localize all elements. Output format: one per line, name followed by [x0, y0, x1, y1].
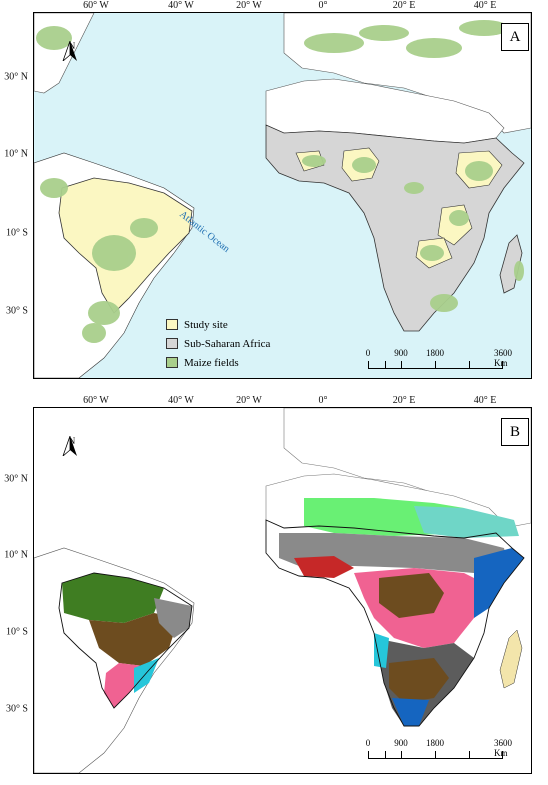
- scale-label: 0: [365, 348, 371, 358]
- map-b-svg: [34, 408, 531, 773]
- lat-tick-b: 10° S: [5, 626, 28, 638]
- north-label: N: [68, 41, 76, 51]
- scale-label: 0: [365, 738, 371, 748]
- north-arrow-icon: [62, 436, 77, 456]
- scale-bar: 0 900 1800 3600 Km: [365, 348, 512, 369]
- panel-label-b: B: [501, 418, 529, 446]
- map-a-svg: [34, 13, 531, 378]
- map-panel-b: B N 0 900 1800 3600 Km: [33, 407, 532, 774]
- zone-madagascar: [499, 629, 523, 689]
- lon-tick-a: 20° W: [236, 0, 262, 11]
- zone-cerrado: [89, 613, 179, 666]
- legend: Study site Sub-Saharan Africa Maize fiel…: [166, 315, 270, 372]
- lon-tick-a: 0°: [318, 0, 328, 11]
- ssa-outline: [265, 519, 525, 727]
- legend-label: Study site: [184, 318, 228, 331]
- lon-tick-b: 60° W: [83, 395, 109, 406]
- north-arrow-icon: [62, 41, 77, 61]
- lat-tick-a: 10° S: [5, 227, 28, 239]
- legend-swatch-study-site: [166, 319, 178, 330]
- lat-tick-a: 10° N: [4, 148, 28, 160]
- north-arrow: N: [62, 436, 82, 456]
- lon-tick-a: 60° W: [83, 0, 109, 11]
- lon-tick-b: 20° W: [236, 395, 262, 406]
- zone-cape: [392, 698, 429, 726]
- legend-item: Maize fields: [166, 353, 270, 372]
- scale-label: 3600 Km: [494, 738, 512, 758]
- lon-tick-b: 20° E: [392, 395, 416, 406]
- madagascar: [499, 234, 523, 294]
- zone-amazon: [62, 573, 164, 623]
- scale-label: 3600 Km: [494, 348, 512, 368]
- lon-tick-a: 20° E: [392, 0, 416, 11]
- zone-humid: [294, 556, 354, 578]
- scale-label: 1800: [426, 348, 444, 358]
- scale-bar: 0 900 1800 3600 Km: [365, 738, 512, 759]
- legend-item: Sub-Saharan Africa: [166, 334, 270, 353]
- north-arrow: N: [62, 41, 82, 61]
- lon-tick-a: 40° W: [168, 0, 194, 11]
- zone-congo: [379, 573, 444, 618]
- zone-northeast: [154, 598, 192, 638]
- lat-tick-b: 30° N: [4, 473, 28, 485]
- scale-label: 900: [394, 738, 408, 748]
- lon-tick-b: 40° W: [168, 395, 194, 406]
- scale-label: 900: [394, 348, 408, 358]
- lon-tick-a: 40° E: [473, 0, 497, 11]
- lon-tick-b: 40° E: [473, 395, 497, 406]
- lat-tick-a: 30° S: [5, 305, 28, 317]
- lat-tick-b: 10° N: [4, 549, 28, 561]
- maize-fields: [36, 20, 524, 343]
- legend-swatch-ssa: [166, 338, 178, 349]
- legend-item: Study site: [166, 315, 270, 334]
- map-panel-a: A N Atlantic Ocean Study site Sub-Sahara…: [33, 12, 532, 379]
- north-label: N: [68, 436, 76, 446]
- panel-label-a: A: [501, 23, 529, 51]
- legend-swatch-maize: [166, 357, 178, 368]
- zone-kalahari: [389, 658, 449, 703]
- zone-brazil-coast: [134, 658, 159, 693]
- zone-namib: [374, 633, 389, 668]
- zone-sahel-east: [414, 506, 519, 538]
- legend-label: Sub-Saharan Africa: [184, 337, 271, 350]
- scale-label: 1800: [426, 738, 444, 748]
- lon-tick-b: 0°: [318, 395, 328, 406]
- lat-tick-a: 30° N: [4, 71, 28, 83]
- lat-tick-b: 30° S: [5, 703, 28, 715]
- zone-east: [474, 548, 524, 618]
- brazil-outline: [58, 572, 193, 709]
- legend-label: Maize fields: [184, 356, 239, 369]
